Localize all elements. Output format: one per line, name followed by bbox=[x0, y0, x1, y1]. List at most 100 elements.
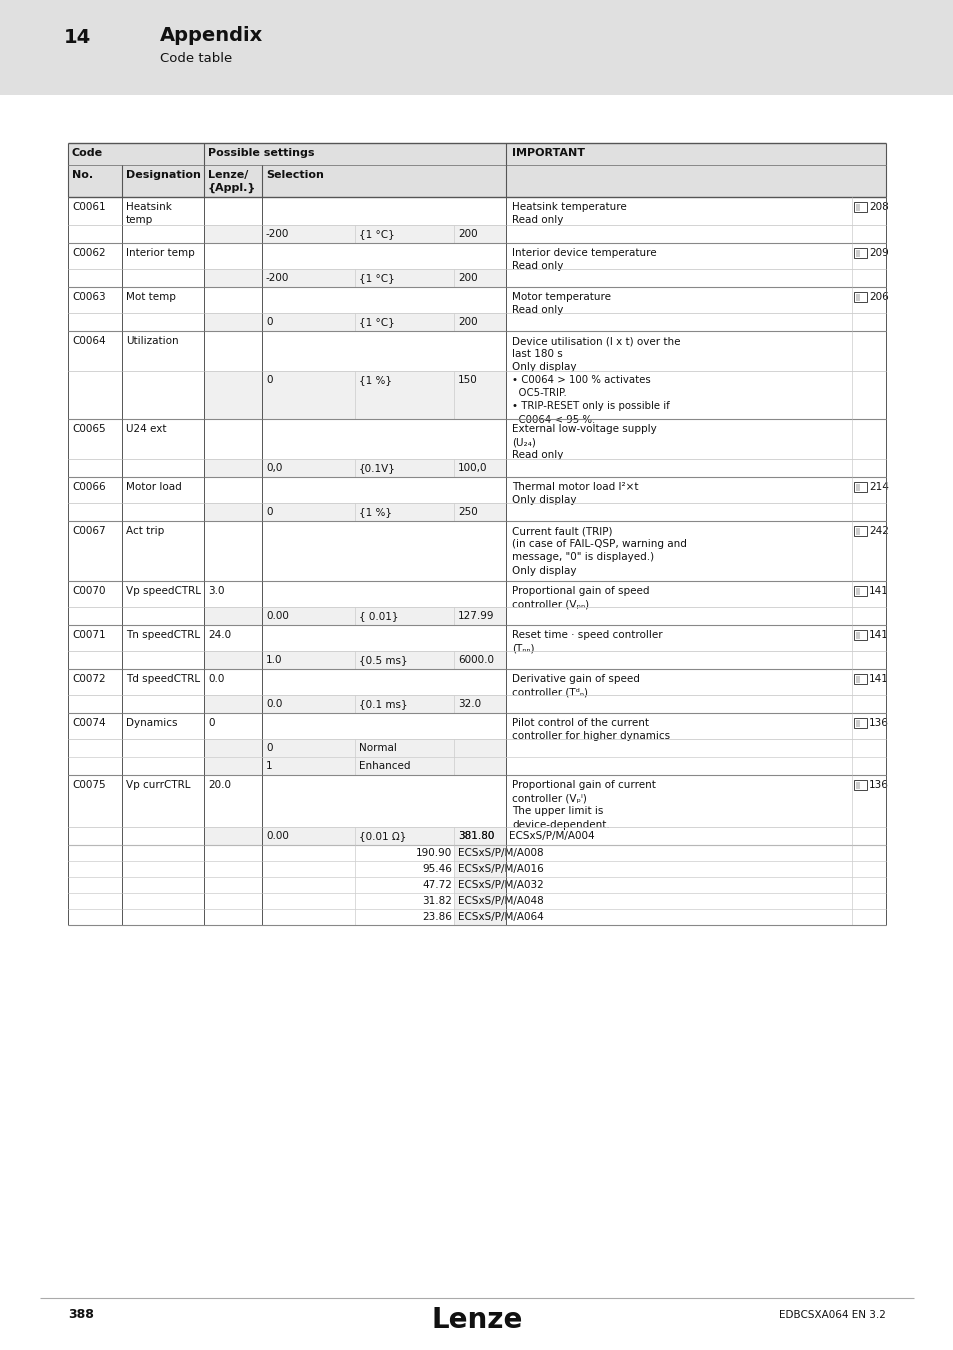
Text: Vp speedCTRL: Vp speedCTRL bbox=[126, 586, 201, 595]
Bar bbox=[505, 892, 885, 909]
Bar bbox=[0, 0, 953, 95]
Text: • C0064 > 100 % activates
  OC5-TRIP.
• TRIP-RESET only is possible if
  C0064 <: • C0064 > 100 % activates OC5-TRIP. • TR… bbox=[512, 375, 669, 425]
Text: C0065: C0065 bbox=[71, 424, 106, 433]
Text: 190.90: 190.90 bbox=[416, 848, 452, 859]
Bar bbox=[853, 630, 866, 640]
Text: Motor temperature
Read only: Motor temperature Read only bbox=[512, 292, 610, 315]
Text: Selection: Selection bbox=[266, 170, 323, 180]
Bar bbox=[855, 528, 859, 535]
Text: 95.46: 95.46 bbox=[421, 864, 452, 873]
Text: Utilization: Utilization bbox=[126, 336, 178, 346]
Bar bbox=[68, 521, 885, 580]
Text: Lenze/
{Appl.}: Lenze/ {Appl.} bbox=[208, 170, 256, 193]
Bar bbox=[855, 675, 859, 683]
Text: Designation: Designation bbox=[126, 170, 201, 180]
Bar bbox=[853, 586, 866, 595]
Bar bbox=[505, 845, 885, 861]
Bar bbox=[68, 695, 885, 713]
Bar bbox=[68, 845, 505, 861]
Text: 150: 150 bbox=[457, 375, 477, 385]
Text: 14: 14 bbox=[64, 28, 91, 47]
Bar bbox=[68, 459, 885, 477]
Text: Code table: Code table bbox=[160, 53, 232, 65]
Text: C0075: C0075 bbox=[71, 780, 106, 790]
Text: ECSxS/P/M/A004: ECSxS/P/M/A004 bbox=[509, 832, 594, 841]
Bar bbox=[204, 651, 505, 670]
Text: Td speedCTRL: Td speedCTRL bbox=[126, 674, 200, 684]
Bar bbox=[68, 878, 505, 892]
Bar bbox=[855, 782, 859, 788]
Text: Mot temp: Mot temp bbox=[126, 292, 175, 302]
Text: ECSxS/P/M/A064: ECSxS/P/M/A064 bbox=[457, 913, 543, 922]
Text: Enhanced: Enhanced bbox=[358, 761, 410, 771]
Bar bbox=[68, 418, 885, 459]
Bar bbox=[853, 526, 866, 536]
Text: C0074: C0074 bbox=[71, 718, 106, 728]
Bar bbox=[68, 313, 885, 331]
Text: 31.82: 31.82 bbox=[421, 896, 452, 906]
Bar bbox=[204, 371, 505, 418]
Text: ECSxS/P/M/A008: ECSxS/P/M/A008 bbox=[457, 848, 543, 859]
Text: Tn speedCTRL: Tn speedCTRL bbox=[126, 630, 200, 640]
Text: 1.0: 1.0 bbox=[266, 655, 282, 666]
Text: U24 ext: U24 ext bbox=[126, 424, 167, 433]
Text: C0071: C0071 bbox=[71, 630, 106, 640]
Text: 24.0: 24.0 bbox=[208, 630, 231, 640]
Bar bbox=[68, 651, 885, 670]
Bar bbox=[853, 780, 866, 790]
Bar bbox=[68, 738, 885, 775]
Text: Lenze: Lenze bbox=[431, 1305, 522, 1334]
Bar bbox=[204, 313, 505, 331]
Text: No.: No. bbox=[71, 170, 93, 180]
Text: {1 °C}: {1 °C} bbox=[358, 317, 395, 327]
Bar bbox=[204, 504, 505, 521]
Bar bbox=[204, 608, 505, 625]
Text: Normal: Normal bbox=[358, 743, 396, 753]
Text: {0.5 ms}: {0.5 ms} bbox=[358, 655, 407, 666]
Text: 242: 242 bbox=[868, 525, 888, 536]
Text: C0067: C0067 bbox=[71, 526, 106, 536]
Text: 3.0: 3.0 bbox=[208, 586, 224, 595]
Text: {1 %}: {1 %} bbox=[358, 508, 392, 517]
Text: 0: 0 bbox=[266, 508, 273, 517]
Text: {1 %}: {1 %} bbox=[358, 375, 392, 385]
Text: 0: 0 bbox=[266, 317, 273, 327]
Text: {0.1 ms}: {0.1 ms} bbox=[358, 699, 407, 709]
Text: 141: 141 bbox=[868, 586, 888, 595]
Bar bbox=[68, 288, 885, 313]
Bar bbox=[454, 909, 505, 925]
Text: 388: 388 bbox=[68, 1308, 93, 1322]
Bar bbox=[204, 828, 505, 845]
Bar bbox=[68, 828, 885, 845]
Text: -200: -200 bbox=[266, 230, 289, 239]
Text: 214: 214 bbox=[868, 482, 888, 491]
Bar bbox=[68, 775, 885, 828]
Text: Proportional gain of speed
controller (Vₚₙ): Proportional gain of speed controller (V… bbox=[512, 586, 649, 609]
Bar bbox=[68, 608, 885, 625]
Text: 208: 208 bbox=[868, 201, 888, 212]
Bar bbox=[68, 225, 885, 243]
Bar bbox=[855, 587, 859, 594]
Bar bbox=[855, 293, 859, 301]
Text: Heatsink temperature
Read only: Heatsink temperature Read only bbox=[512, 202, 626, 225]
Text: Proportional gain of current
controller (Vₚᴵ)
The upper limit is
device-dependen: Proportional gain of current controller … bbox=[512, 780, 656, 830]
Text: 0.00: 0.00 bbox=[266, 832, 289, 841]
Text: 200: 200 bbox=[457, 273, 477, 284]
Text: C0062: C0062 bbox=[71, 248, 106, 258]
Bar bbox=[204, 225, 505, 243]
Text: 141: 141 bbox=[868, 674, 888, 683]
Text: 136: 136 bbox=[868, 779, 888, 790]
Text: Appendix: Appendix bbox=[160, 26, 263, 45]
Bar bbox=[454, 878, 505, 892]
Text: C0064: C0064 bbox=[71, 336, 106, 346]
Bar bbox=[68, 331, 885, 371]
Text: EDBCSXA064 EN 3.2: EDBCSXA064 EN 3.2 bbox=[779, 1310, 885, 1320]
Text: 0: 0 bbox=[208, 718, 214, 728]
Text: ECSxS/P/M/A048: ECSxS/P/M/A048 bbox=[457, 896, 543, 906]
Bar bbox=[853, 718, 866, 728]
Text: 0,0: 0,0 bbox=[266, 463, 282, 472]
Bar bbox=[68, 143, 885, 165]
Bar bbox=[68, 371, 885, 418]
Bar bbox=[68, 197, 885, 225]
Text: {0.1V}: {0.1V} bbox=[358, 463, 395, 472]
